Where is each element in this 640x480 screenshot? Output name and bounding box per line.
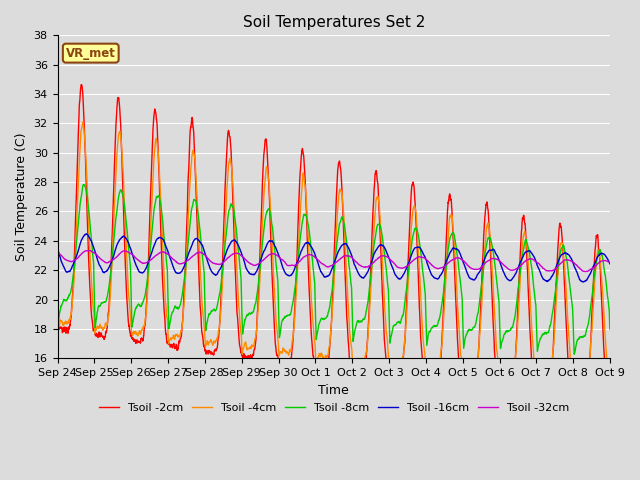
Tsoil -32cm	[208, 259, 216, 265]
Legend: Tsoil -2cm, Tsoil -4cm, Tsoil -8cm, Tsoil -16cm, Tsoil -32cm: Tsoil -2cm, Tsoil -4cm, Tsoil -8cm, Tsoi…	[94, 398, 573, 417]
Tsoil -16cm	[83, 231, 90, 237]
Tsoil -2cm	[606, 409, 614, 415]
Tsoil -8cm	[54, 323, 61, 328]
Title: Soil Temperatures Set 2: Soil Temperatures Set 2	[243, 15, 425, 30]
Tsoil -8cm	[557, 245, 565, 251]
Tsoil -16cm	[54, 248, 61, 254]
Tsoil -16cm	[208, 269, 216, 275]
Line: Tsoil -32cm: Tsoil -32cm	[58, 251, 610, 272]
Tsoil -8cm	[606, 326, 614, 332]
Tsoil -32cm	[573, 263, 580, 268]
X-axis label: Time: Time	[319, 384, 349, 396]
Tsoil -2cm	[495, 387, 502, 393]
Tsoil -8cm	[573, 338, 581, 344]
Tsoil -8cm	[350, 332, 358, 338]
Tsoil -16cm	[573, 269, 580, 275]
Tsoil -4cm	[79, 119, 86, 125]
Tsoil -16cm	[557, 252, 565, 258]
Tsoil -4cm	[573, 389, 580, 395]
Tsoil -4cm	[495, 363, 502, 369]
Tsoil -32cm	[557, 260, 565, 265]
Tsoil -2cm	[573, 402, 580, 408]
Y-axis label: Soil Temperature (C): Soil Temperature (C)	[15, 132, 28, 261]
Tsoil -16cm	[350, 261, 358, 266]
Tsoil -16cm	[495, 256, 502, 262]
Tsoil -32cm	[495, 257, 502, 263]
Tsoil -2cm	[208, 351, 216, 357]
Line: Tsoil -2cm: Tsoil -2cm	[58, 84, 610, 412]
Tsoil -32cm	[606, 260, 614, 265]
Tsoil -8cm	[570, 351, 578, 357]
Tsoil -2cm	[77, 82, 85, 87]
Tsoil -8cm	[495, 294, 502, 300]
Tsoil -2cm	[54, 320, 61, 326]
Tsoil -4cm	[350, 362, 358, 368]
Line: Tsoil -8cm: Tsoil -8cm	[58, 184, 610, 354]
Tsoil -4cm	[606, 392, 614, 397]
Tsoil -4cm	[54, 329, 61, 335]
Line: Tsoil -4cm: Tsoil -4cm	[58, 122, 610, 395]
Tsoil -4cm	[557, 240, 565, 246]
Tsoil -8cm	[80, 181, 88, 187]
Tsoil -32cm	[84, 248, 92, 253]
Tsoil -32cm	[581, 269, 589, 275]
Tsoil -8cm	[208, 308, 216, 313]
Tsoil -4cm	[362, 352, 370, 358]
Tsoil -16cm	[579, 279, 586, 285]
Tsoil -32cm	[350, 257, 358, 263]
Tsoil -2cm	[557, 227, 565, 232]
Tsoil -16cm	[606, 261, 614, 267]
Tsoil -4cm	[208, 340, 216, 346]
Tsoil -32cm	[362, 264, 370, 270]
Tsoil -16cm	[362, 272, 370, 278]
Line: Tsoil -16cm: Tsoil -16cm	[58, 234, 610, 282]
Tsoil -8cm	[362, 311, 370, 316]
Tsoil -32cm	[54, 251, 61, 257]
Tsoil -2cm	[350, 369, 358, 375]
Text: VR_met: VR_met	[66, 47, 116, 60]
Tsoil -2cm	[362, 359, 370, 364]
